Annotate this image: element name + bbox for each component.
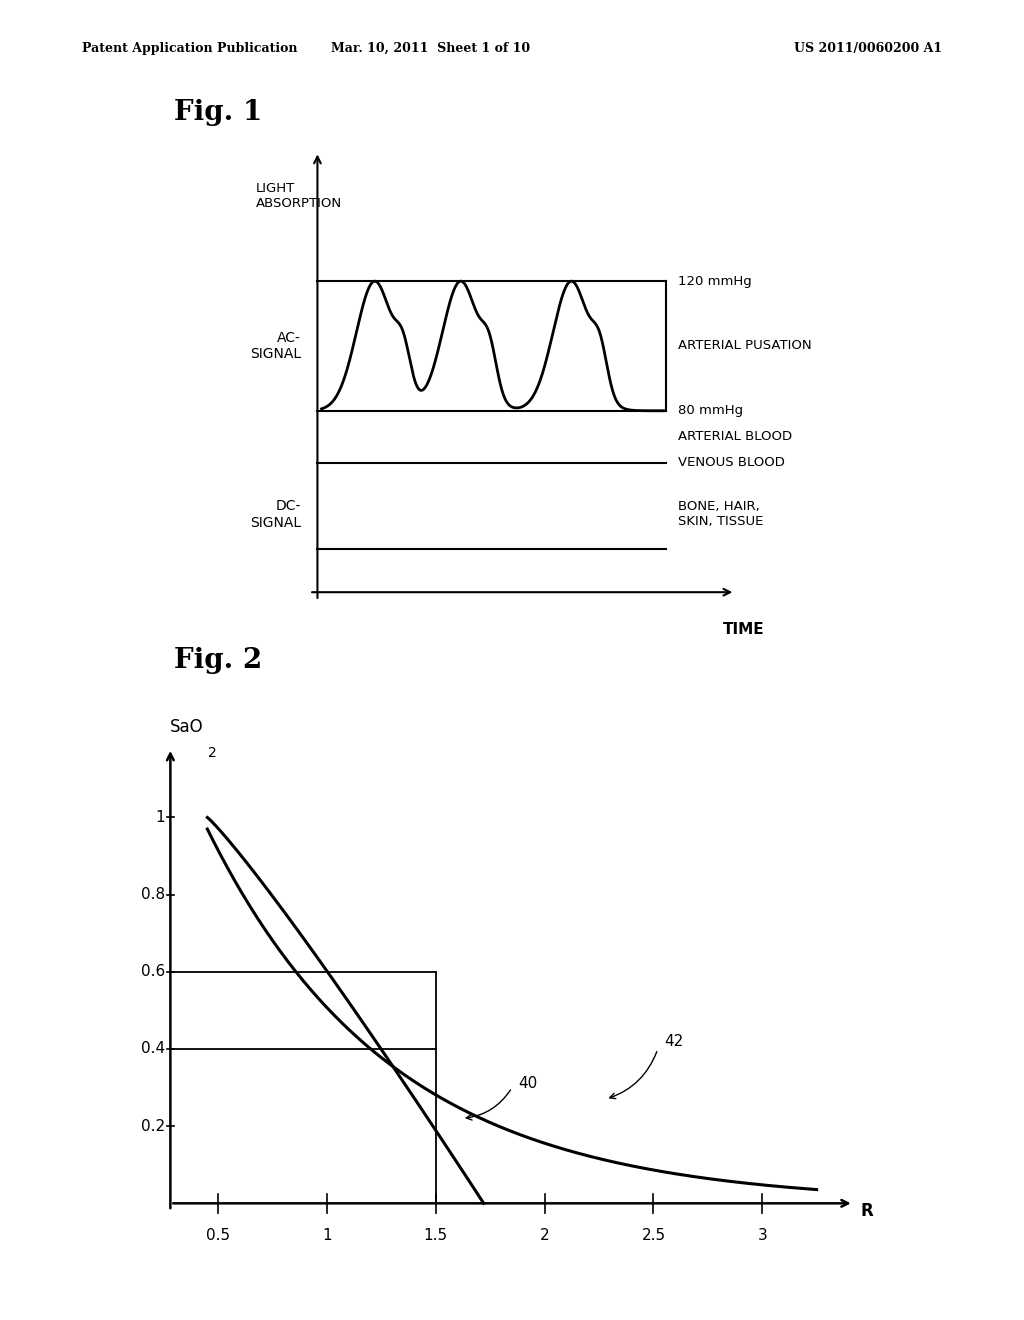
Text: US 2011/0060200 A1: US 2011/0060200 A1 <box>794 42 942 55</box>
Text: SaO: SaO <box>170 718 204 737</box>
Text: 2: 2 <box>540 1229 550 1243</box>
Text: 1: 1 <box>156 810 165 825</box>
Text: AC-
SIGNAL: AC- SIGNAL <box>250 331 301 362</box>
Text: 0.8: 0.8 <box>141 887 165 902</box>
Text: 120 mmHg: 120 mmHg <box>678 275 752 288</box>
Text: DC-
SIGNAL: DC- SIGNAL <box>250 499 301 529</box>
Text: Fig. 1: Fig. 1 <box>174 99 262 125</box>
Text: 1: 1 <box>323 1229 332 1243</box>
Text: 3: 3 <box>758 1229 767 1243</box>
Text: TIME: TIME <box>723 623 764 638</box>
Text: BONE, HAIR,
SKIN, TISSUE: BONE, HAIR, SKIN, TISSUE <box>678 500 763 528</box>
Text: 2.5: 2.5 <box>641 1229 666 1243</box>
Text: 0.5: 0.5 <box>206 1229 230 1243</box>
Text: 0.6: 0.6 <box>140 965 165 979</box>
Text: 42: 42 <box>665 1034 684 1049</box>
Text: ARTERIAL PUSATION: ARTERIAL PUSATION <box>678 339 811 352</box>
Text: R: R <box>860 1203 872 1220</box>
Text: 0.4: 0.4 <box>141 1041 165 1056</box>
Text: 1.5: 1.5 <box>424 1229 447 1243</box>
Text: 0.2: 0.2 <box>141 1118 165 1134</box>
Text: 40: 40 <box>518 1076 538 1092</box>
Text: Patent Application Publication: Patent Application Publication <box>82 42 297 55</box>
Text: Mar. 10, 2011  Sheet 1 of 10: Mar. 10, 2011 Sheet 1 of 10 <box>331 42 529 55</box>
Text: LIGHT
ABSORPTION: LIGHT ABSORPTION <box>256 182 342 210</box>
Text: VENOUS BLOOD: VENOUS BLOOD <box>678 457 784 469</box>
Text: 2: 2 <box>209 746 217 759</box>
Text: Fig. 2: Fig. 2 <box>174 647 262 673</box>
Text: ARTERIAL BLOOD: ARTERIAL BLOOD <box>678 430 792 444</box>
Text: 80 mmHg: 80 mmHg <box>678 404 743 417</box>
